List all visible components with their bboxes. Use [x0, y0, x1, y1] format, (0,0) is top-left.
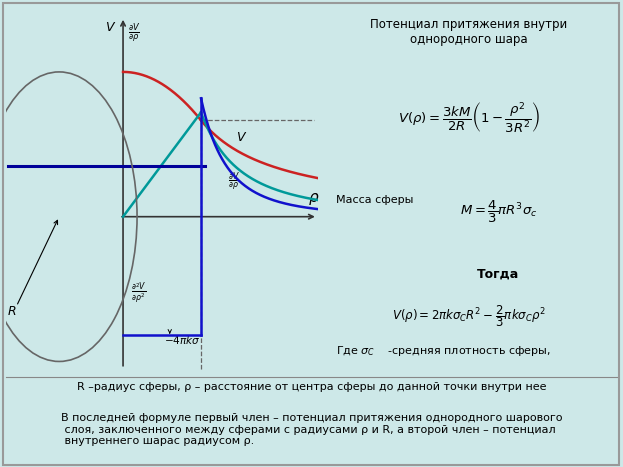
- Text: Масса сферы: Масса сферы: [336, 195, 413, 205]
- Text: $\frac{\partial V}{\partial \rho}$: $\frac{\partial V}{\partial \rho}$: [228, 170, 240, 194]
- Text: $\frac{\partial V}{\partial \rho}$: $\frac{\partial V}{\partial \rho}$: [128, 21, 141, 44]
- Text: $\frac{\partial^2 V}{\partial \rho^2}$: $\frac{\partial^2 V}{\partial \rho^2}$: [131, 282, 146, 306]
- Text: V: V: [105, 21, 113, 34]
- Text: V: V: [236, 131, 244, 144]
- Text: $\rho$: $\rho$: [308, 191, 320, 207]
- Text: R –радиус сферы, ρ – расстояние от центра сферы до данной точки внутри нее: R –радиус сферы, ρ – расстояние от центр…: [77, 382, 546, 392]
- Text: $-4\pi k\sigma$: $-4\pi k\sigma$: [163, 334, 200, 346]
- Text: Потенциал притяжения внутри
однородного шара: Потенциал притяжения внутри однородного …: [370, 18, 568, 46]
- Text: R: R: [8, 305, 17, 318]
- Text: $M = \dfrac{4}{3}\pi R^3 \sigma_c$: $M = \dfrac{4}{3}\pi R^3 \sigma_c$: [460, 198, 537, 225]
- Text: Где $\sigma_C$    -средняя плотность сферы,: Где $\sigma_C$ -средняя плотность сферы,: [336, 344, 551, 358]
- Text: $V(\rho) = \dfrac{3kM}{2R}\left(1 - \dfrac{\rho^2}{3R^2}\right)$: $V(\rho) = \dfrac{3kM}{2R}\left(1 - \dfr…: [398, 101, 540, 135]
- Text: Тогда: Тогда: [477, 267, 520, 280]
- Text: В последней формуле первый член – потенциал притяжения однородного шарового
 сло: В последней формуле первый член – потенц…: [61, 413, 562, 446]
- Text: $V(\rho) = 2\pi k \sigma_C R^2 - \dfrac{2}{3}\pi k \sigma_C \rho^2$: $V(\rho) = 2\pi k \sigma_C R^2 - \dfrac{…: [392, 304, 546, 329]
